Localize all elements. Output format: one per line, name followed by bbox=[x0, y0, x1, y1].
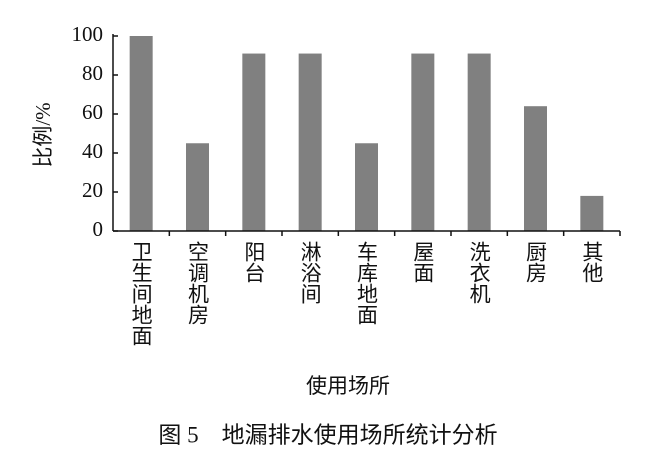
x-tick-label: 卫生间地面 bbox=[129, 241, 153, 346]
y-axis-title: 比例/% bbox=[31, 102, 55, 167]
bar bbox=[298, 53, 322, 231]
y-tick-label: 40 bbox=[82, 139, 103, 163]
y-tick-label: 80 bbox=[82, 61, 103, 85]
x-tick-label: 屋面 bbox=[411, 241, 435, 283]
x-tick-label: 厨房 bbox=[524, 241, 548, 283]
bar bbox=[242, 53, 266, 231]
x-tick-label: 阳台 bbox=[242, 241, 266, 283]
bar bbox=[411, 53, 435, 231]
y-tick-label: 100 bbox=[72, 22, 104, 46]
x-axis-title: 使用场所 bbox=[306, 374, 390, 398]
x-tick-label: 其他 bbox=[580, 241, 604, 283]
bar bbox=[524, 106, 547, 231]
x-tick-label: 车库地面 bbox=[355, 241, 379, 325]
bar bbox=[355, 143, 378, 231]
y-tick-label: 20 bbox=[82, 178, 103, 202]
bar bbox=[580, 195, 604, 231]
bar bbox=[467, 53, 491, 231]
bar bbox=[186, 143, 209, 231]
y-tick-label: 0 bbox=[93, 217, 104, 241]
y-tick-label: 60 bbox=[82, 100, 103, 124]
bar bbox=[129, 36, 153, 231]
x-tick-label: 洗衣机 bbox=[467, 241, 491, 304]
x-tick-label: 空调机房 bbox=[186, 241, 210, 325]
caption: 图 5 地漏排水使用场所统计分析 bbox=[158, 422, 497, 447]
x-tick-label: 淋浴间 bbox=[298, 241, 322, 304]
